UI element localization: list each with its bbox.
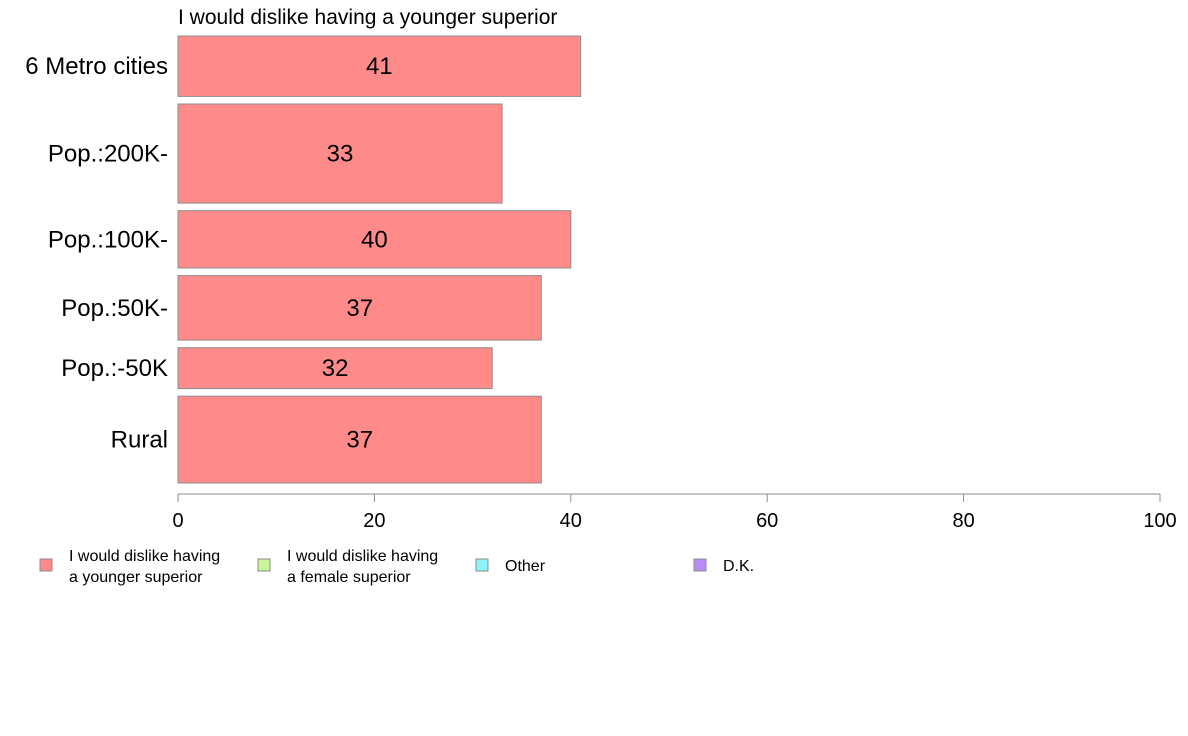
bar — [177, 347, 493, 390]
bar — [177, 35, 582, 97]
bar — [177, 210, 572, 269]
bar — [177, 275, 542, 341]
x-tick-label: 40 — [560, 510, 582, 532]
legend-swatch — [693, 558, 707, 572]
legend-swatch — [475, 558, 489, 572]
bar — [177, 103, 503, 204]
x-tick-label: 80 — [952, 510, 974, 532]
legend-item: D.K. — [693, 558, 754, 575]
x-tick-label: 60 — [756, 510, 778, 532]
legend-label: I would dislike having a female superior — [287, 548, 438, 586]
category-label: Pop.:-50K — [61, 355, 168, 382]
bar-value-label: 41 — [366, 53, 393, 80]
legend-swatch — [257, 558, 271, 572]
category-label: 6 Metro cities — [25, 53, 168, 80]
legend: I would dislike having a younger superior… — [39, 548, 754, 586]
bar-value-label: 33 — [327, 141, 354, 168]
x-tick-label: 0 — [172, 510, 183, 532]
category-label: Pop.:50K- — [61, 295, 168, 322]
legend-item: I would dislike having a female superior — [257, 548, 438, 586]
legend-label: D.K. — [723, 558, 754, 575]
bar — [177, 395, 542, 484]
x-axis: 0 20 40 60 80 100 — [172, 493, 1177, 532]
category-label: Pop.:200K- — [48, 141, 168, 168]
bar-value-label: 40 — [361, 226, 388, 253]
bar-value-label: 37 — [346, 427, 373, 454]
legend-label: Other — [505, 558, 546, 575]
bar-value-label: 37 — [346, 295, 373, 322]
chart-title: I would dislike having a younger superio… — [178, 6, 557, 29]
category-label: Pop.:100K- — [48, 226, 168, 253]
x-tick-label: 100 — [1143, 510, 1176, 532]
legend-item: Other — [475, 558, 546, 575]
legend-item: I would dislike having a younger superior — [39, 548, 220, 586]
legend-swatch — [39, 558, 53, 572]
category-label: Rural — [111, 427, 168, 454]
bars-layer: 41 6 Metro cities 33 Pop.:200K- 40 Pop.:100K-… — [25, 35, 582, 484]
x-tick-label: 20 — [363, 510, 385, 532]
legend-label: I would dislike having a younger superior — [69, 548, 220, 586]
bar-value-label: 32 — [322, 355, 349, 382]
